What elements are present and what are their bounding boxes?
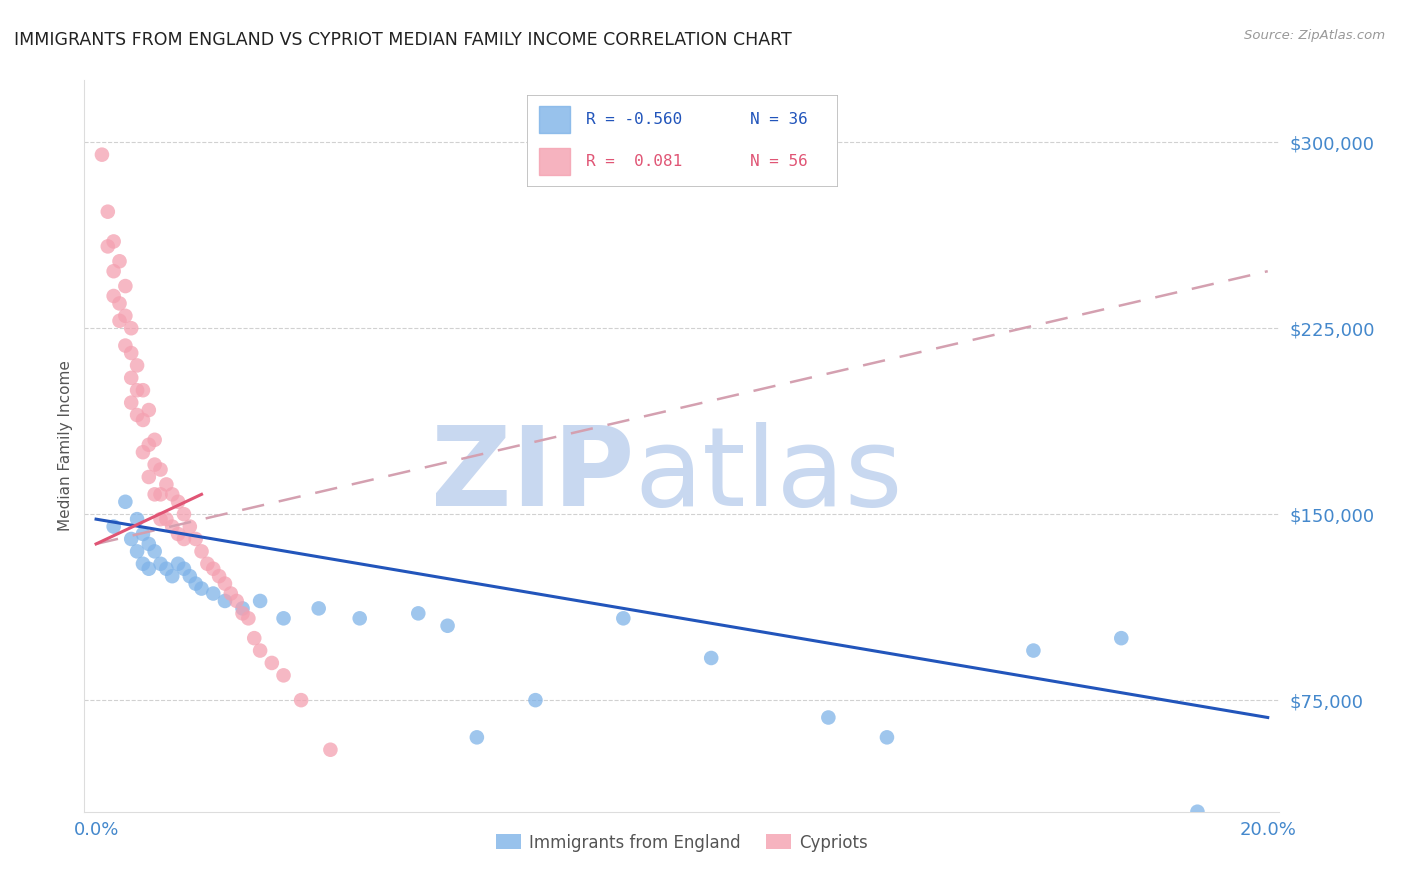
Point — [127, 359, 149, 373]
Point — [190, 544, 212, 558]
Point — [319, 743, 342, 757]
Point — [184, 532, 207, 546]
Point — [114, 338, 136, 352]
Point — [214, 576, 236, 591]
Point — [184, 576, 207, 591]
Point — [90, 147, 114, 161]
Point — [103, 264, 125, 278]
Point — [103, 519, 125, 533]
Point — [97, 204, 120, 219]
Point — [162, 487, 183, 501]
Point — [273, 611, 295, 625]
Point — [173, 507, 195, 521]
Legend: Immigrants from England, Cypriots: Immigrants from England, Cypriots — [489, 827, 875, 858]
Point — [114, 309, 136, 323]
Point — [114, 279, 136, 293]
Point — [817, 710, 839, 724]
Point — [120, 371, 142, 385]
Point — [108, 314, 131, 328]
Point — [238, 611, 260, 625]
Point — [308, 601, 330, 615]
Text: IMMIGRANTS FROM ENGLAND VS CYPRIOT MEDIAN FAMILY INCOME CORRELATION CHART: IMMIGRANTS FROM ENGLAND VS CYPRIOT MEDIA… — [14, 31, 792, 49]
Point — [108, 296, 131, 310]
Point — [465, 731, 488, 745]
Text: atlas: atlas — [634, 422, 903, 529]
Point — [524, 693, 547, 707]
Point — [190, 582, 212, 596]
Point — [208, 569, 231, 583]
Point — [138, 438, 160, 452]
Point — [120, 532, 142, 546]
Point — [197, 557, 219, 571]
Point — [132, 413, 155, 427]
Point — [167, 557, 190, 571]
Point — [149, 487, 172, 501]
Point — [173, 532, 195, 546]
Point — [408, 607, 430, 621]
Point — [155, 512, 177, 526]
Point — [138, 470, 160, 484]
Point — [249, 643, 271, 657]
Point — [132, 383, 155, 397]
Y-axis label: Median Family Income: Median Family Income — [58, 360, 73, 532]
Point — [120, 395, 142, 409]
Point — [143, 544, 166, 558]
Point — [132, 445, 155, 459]
Point — [349, 611, 371, 625]
Point — [876, 731, 898, 745]
Point — [103, 235, 125, 249]
Point — [231, 607, 254, 621]
Point — [149, 557, 172, 571]
Point — [436, 619, 458, 633]
Point — [127, 544, 149, 558]
Point — [143, 458, 166, 472]
Point — [155, 562, 177, 576]
Point — [127, 512, 149, 526]
Point — [202, 562, 225, 576]
Point — [219, 586, 242, 600]
Point — [273, 668, 295, 682]
Point — [700, 651, 723, 665]
Point — [138, 537, 160, 551]
Point — [143, 487, 166, 501]
Point — [143, 433, 166, 447]
Point — [173, 562, 195, 576]
Point — [167, 495, 190, 509]
Point — [179, 569, 201, 583]
Point — [214, 594, 236, 608]
Point — [127, 383, 149, 397]
Point — [249, 594, 271, 608]
Point — [231, 601, 254, 615]
Point — [103, 289, 125, 303]
Point — [97, 239, 120, 253]
Point — [162, 519, 183, 533]
Point — [114, 495, 136, 509]
Point — [290, 693, 312, 707]
Point — [120, 321, 142, 335]
Point — [167, 527, 190, 541]
Point — [138, 403, 160, 417]
Text: Source: ZipAtlas.com: Source: ZipAtlas.com — [1244, 29, 1385, 42]
Point — [149, 512, 172, 526]
Point — [260, 656, 283, 670]
Point — [132, 527, 155, 541]
Point — [120, 346, 142, 360]
Text: ZIP: ZIP — [430, 422, 634, 529]
Point — [1111, 631, 1133, 645]
Point — [127, 408, 149, 422]
Point — [225, 594, 247, 608]
Point — [149, 462, 172, 476]
Point — [179, 519, 201, 533]
Point — [1022, 643, 1045, 657]
Point — [132, 557, 155, 571]
Point — [202, 586, 225, 600]
Point — [155, 477, 177, 491]
Point — [243, 631, 266, 645]
Point — [162, 569, 183, 583]
Point — [612, 611, 634, 625]
Point — [1187, 805, 1209, 819]
Point — [108, 254, 131, 268]
Point — [138, 562, 160, 576]
